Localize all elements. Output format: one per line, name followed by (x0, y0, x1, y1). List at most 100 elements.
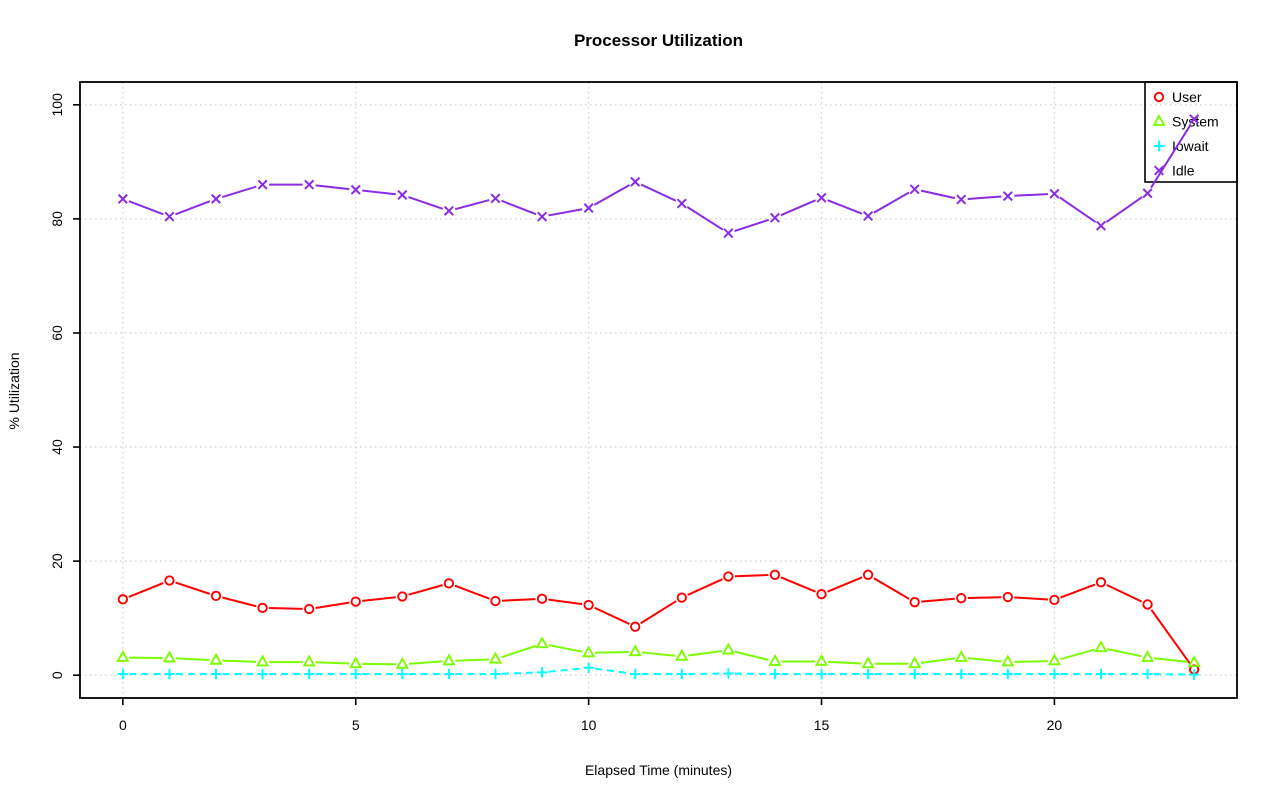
data-point-marker (490, 193, 501, 204)
data-point-marker (721, 642, 735, 655)
data-point-marker (956, 593, 967, 604)
data-point-marker (117, 193, 128, 204)
data-point-marker (536, 593, 548, 604)
series-segment (827, 199, 863, 215)
data-point-marker (116, 649, 130, 662)
data-point-marker (769, 212, 780, 223)
data-point-marker (909, 668, 920, 680)
data-point-marker (443, 668, 455, 680)
plot-border (79, 81, 1238, 699)
series-segment (548, 667, 583, 673)
series-segment (128, 582, 164, 598)
data-point-marker (814, 653, 829, 666)
series-segment (175, 581, 211, 595)
data-point-marker (862, 569, 874, 580)
series-segment (501, 671, 536, 675)
data-point-marker (255, 654, 270, 667)
data-point-marker (257, 602, 268, 614)
series-segment (780, 199, 816, 217)
series-segment (780, 576, 816, 593)
series-segment (1059, 196, 1097, 223)
series-segment (315, 184, 350, 191)
series-segment (315, 661, 350, 665)
x-tick-label: 5 (352, 717, 360, 733)
data-point-marker (1095, 668, 1107, 680)
data-point-marker (350, 184, 361, 195)
data-point-marker (768, 653, 782, 666)
data-point-marker (676, 668, 687, 680)
series-segment (501, 598, 536, 602)
data-point-marker (1187, 655, 1201, 667)
data-point-marker (164, 211, 175, 222)
series-segment (967, 657, 1002, 663)
data-point-marker (397, 189, 408, 200)
data-point-marker (1094, 640, 1108, 653)
series-segment (873, 191, 910, 214)
data-point-marker (1142, 668, 1153, 680)
data-point-marker (257, 179, 268, 190)
data-point-marker (117, 594, 129, 605)
series-segment (595, 650, 629, 654)
legend-marker-idle (1153, 165, 1165, 176)
data-point-marker (490, 668, 501, 680)
data-point-marker (1049, 594, 1060, 606)
series-segment (455, 658, 490, 662)
series-segment (362, 189, 396, 196)
series-segment (827, 660, 862, 665)
data-point-marker (1140, 649, 1155, 662)
data-point-marker (536, 667, 548, 678)
series-segment (454, 199, 490, 211)
data-point-marker (210, 668, 222, 680)
legend-label-idle: Idle (1172, 163, 1195, 179)
data-point-marker (1142, 599, 1153, 610)
data-point-marker (397, 668, 408, 680)
data-point-marker (488, 651, 503, 664)
data-point-marker (676, 592, 687, 603)
series-segment (688, 649, 723, 657)
series-segment (921, 597, 955, 603)
series-segment (175, 200, 211, 216)
data-point-marker (443, 578, 455, 589)
data-point-marker (490, 595, 501, 607)
data-point-marker (304, 179, 315, 190)
series-segment (1014, 596, 1048, 601)
data-point-marker (909, 184, 920, 195)
series-segment (640, 183, 677, 202)
data-point-marker (442, 653, 456, 666)
data-point-marker (769, 668, 781, 680)
series-segment (1060, 583, 1096, 599)
x-axis-title: Elapsed Time (minutes) (584, 762, 733, 778)
data-point-marker (583, 662, 594, 673)
data-point-marker (209, 652, 223, 665)
data-point-marker (395, 656, 409, 669)
series-segment (1105, 196, 1143, 223)
data-point-marker (816, 668, 827, 680)
data-point-marker (210, 590, 222, 602)
series-segment (408, 196, 444, 210)
legend-label-iowait: Iowait (1172, 138, 1209, 154)
series-segment (686, 206, 724, 231)
data-point-marker (582, 645, 596, 658)
data-point-marker (1001, 654, 1015, 667)
y-tick-label: 80 (49, 211, 65, 227)
data-point-marker (861, 656, 875, 669)
series-segment (1153, 657, 1188, 663)
series-segment (641, 651, 676, 657)
x-tick-label: 0 (119, 717, 127, 733)
series-segment (408, 660, 443, 665)
legend-marker-system (1152, 113, 1166, 126)
data-point-marker (1189, 114, 1200, 125)
data-point-marker (1002, 191, 1013, 202)
series-segment (594, 667, 629, 675)
series-segment (640, 600, 677, 625)
data-point-marker (257, 668, 268, 680)
data-point-marker (537, 211, 548, 222)
data-point-marker (1095, 220, 1106, 231)
series-segment (269, 607, 303, 610)
series-segment (1106, 584, 1143, 603)
series-segment (920, 189, 956, 200)
series-segment (1060, 648, 1096, 661)
data-point-marker (769, 569, 781, 580)
data-point-marker (303, 668, 315, 680)
